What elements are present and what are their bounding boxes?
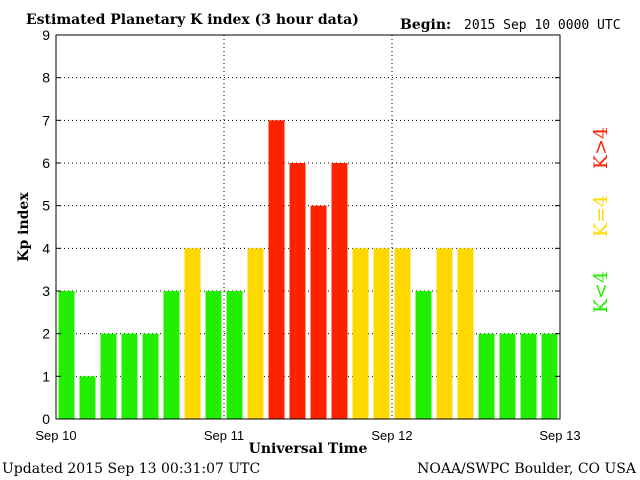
bar <box>247 248 264 419</box>
bar <box>121 333 138 419</box>
x-tick-label: Sep 11 <box>204 428 244 443</box>
bar <box>478 333 495 419</box>
bar <box>163 291 180 419</box>
credit-text: NOAA/SWPC Boulder, CO USA <box>417 461 637 477</box>
legend-item-k-high: K>4 <box>590 127 612 169</box>
y-tick-label: 0 <box>42 411 50 427</box>
bar <box>268 120 285 419</box>
bar <box>520 333 537 419</box>
bar <box>100 333 117 419</box>
x-tick-label: Sep 12 <box>371 428 412 443</box>
bar <box>373 248 390 419</box>
x-tick-label: Sep 10 <box>35 428 76 443</box>
begin-value: 2015 Sep 10 0000 UTC <box>464 18 621 33</box>
y-tick-label: 4 <box>42 240 50 256</box>
bar <box>415 291 432 419</box>
bar <box>352 248 369 419</box>
grid-lines <box>56 35 560 419</box>
chart-title: Estimated Planetary K index (3 hour data… <box>26 12 359 28</box>
y-tick-label: 3 <box>42 283 50 299</box>
bar <box>457 248 474 419</box>
y-tick-label: 6 <box>42 155 50 171</box>
bar <box>184 248 201 419</box>
plot-frame <box>55 34 561 420</box>
x-tick-label: Sep 13 <box>539 428 580 443</box>
bar <box>394 248 411 419</box>
begin-label: Begin: <box>400 17 451 33</box>
y-tick-label: 5 <box>42 198 50 214</box>
y-axis-label: Kp index <box>16 192 32 262</box>
bar <box>205 291 222 419</box>
bar <box>142 333 159 419</box>
legend: K<4 K=4 K>4 <box>590 127 612 313</box>
bar <box>79 376 96 419</box>
bar <box>541 333 558 419</box>
y-tick-label: 2 <box>42 326 50 342</box>
y-tick-label: 8 <box>42 70 50 86</box>
x-axis-label: Universal Time <box>249 441 368 457</box>
bars-group <box>58 120 558 419</box>
bar <box>499 333 516 419</box>
x-axis-ticks: Sep 10 Sep 11 Sep 12 Sep 13 <box>35 428 580 443</box>
legend-item-k-low: K<4 <box>590 271 612 313</box>
y-tick-label: 7 <box>42 112 50 128</box>
bar <box>226 291 243 419</box>
bar <box>58 291 75 419</box>
legend-item-k-eq: K=4 <box>590 195 612 237</box>
bar <box>289 163 306 419</box>
y-tick-label: 9 <box>42 27 50 43</box>
y-tick-label: 1 <box>42 368 50 384</box>
bar <box>331 163 348 419</box>
bar <box>310 205 327 419</box>
bar <box>436 248 453 419</box>
updated-timestamp: Updated 2015 Sep 13 00:31:07 UTC <box>2 461 260 477</box>
